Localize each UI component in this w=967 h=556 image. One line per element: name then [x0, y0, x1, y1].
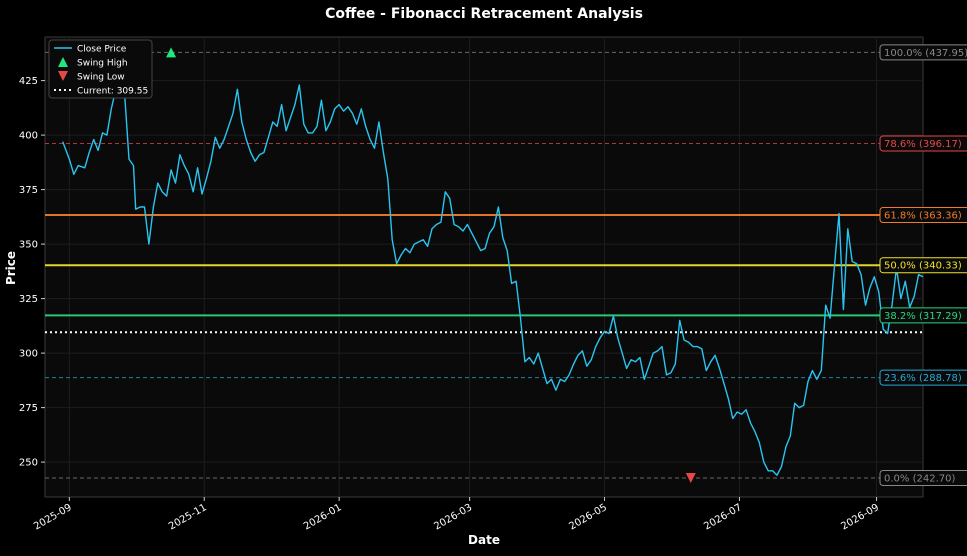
y-tick-label: 425: [19, 76, 38, 87]
legend-label: Current: 309.55: [77, 87, 148, 97]
legend-box: [48, 39, 153, 99]
y-axis-label: Price: [4, 251, 18, 285]
swing-low-marker: [685, 473, 696, 484]
plot-area: [44, 36, 924, 498]
y-tick-label: 350: [19, 240, 38, 251]
fib-level-label-box: [879, 44, 967, 61]
fib-level-label-box: [879, 369, 967, 386]
fib-level-label: 23.6% (288.78): [884, 373, 962, 384]
fib-level-label-box: [879, 206, 967, 223]
legend-swing-low-swatch: [58, 71, 68, 81]
fib-levels: [45, 51, 923, 479]
fib-level-label: 50.0% (340.33): [884, 261, 962, 272]
fib-level-label-box: [879, 135, 967, 152]
chart-title: Coffee - Fibonacci Retracement Analysis: [325, 6, 643, 22]
legend: Close Price Swing High Swing Low Current: 3…: [48, 39, 153, 99]
legend-label: Close Price: [77, 45, 127, 55]
legend-swing-high-swatch: [58, 57, 68, 67]
fib-level-label: 61.8% (363.36): [884, 210, 962, 221]
swing-high-marker: [166, 47, 177, 58]
fib-level-label-box: [879, 257, 967, 274]
y-tick-label: 300: [19, 349, 38, 360]
y-tick-label: 400: [19, 131, 38, 142]
fib-level-label: 78.6% (396.17): [884, 139, 962, 150]
fib-level-labels: 100.0% (437.95) 78.6% (396.17) 61.8% (363.…: [879, 44, 967, 487]
fib-level-label-box: [879, 470, 967, 487]
y-tick-label: 375: [19, 185, 38, 196]
fib-level-label: 0.0% (242.70): [884, 474, 955, 485]
fib-level-label-box: [879, 307, 967, 324]
marker-layer: [166, 47, 696, 484]
grid: [45, 37, 923, 497]
fib-level-label: 100.0% (437.95): [884, 48, 967, 59]
y-tick-label: 325: [19, 294, 38, 305]
x-axis-label: Date: [468, 533, 500, 547]
series-layer: [62, 62, 924, 476]
y-tick-label: 275: [19, 403, 38, 414]
legend-label: Swing Low: [77, 73, 125, 83]
y-tick-label: 250: [19, 458, 38, 469]
fib-level-label: 38.2% (317.29): [884, 311, 962, 322]
legend-label: Swing High: [77, 59, 128, 69]
close-price-line: [62, 62, 924, 476]
